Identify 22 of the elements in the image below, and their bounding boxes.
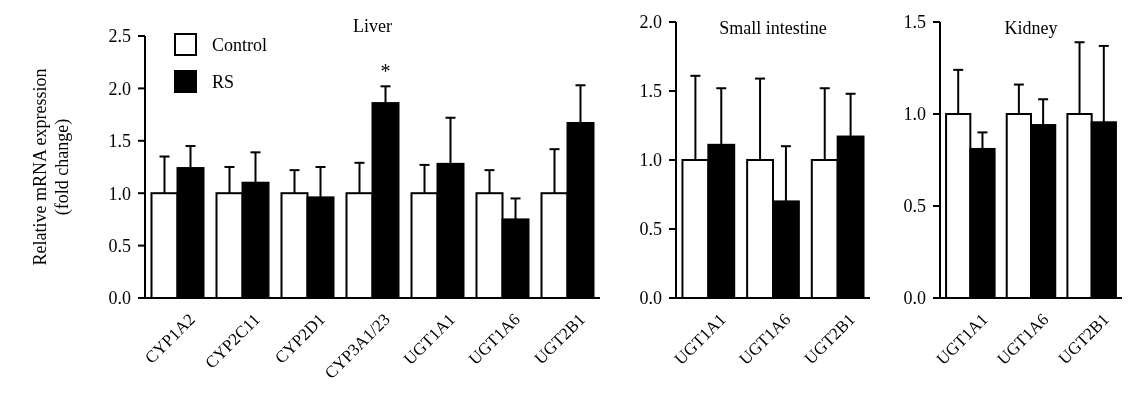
legend-label: RS: [212, 72, 235, 93]
chart-title: Liver: [353, 16, 392, 37]
y-tick-label: 1.0: [903, 104, 926, 125]
y-tick-label: 1.0: [108, 183, 131, 204]
y-tick-label: 0.0: [903, 288, 926, 309]
legend-label: Control: [212, 35, 268, 56]
y-tick-label: 0.5: [639, 219, 662, 240]
y-tick-label: 2.0: [639, 12, 662, 33]
y-tick-label: 2.5: [108, 26, 131, 47]
annotation: *: [380, 60, 391, 83]
y-tick-label: 0.0: [108, 288, 131, 309]
y-tick-label: 1.5: [639, 81, 662, 102]
y-tick-label: 1.5: [903, 12, 926, 33]
y-tick-label: 2.0: [108, 78, 131, 99]
y-tick-label: 0.0: [639, 288, 662, 309]
y-tick-label: 0.5: [903, 196, 926, 217]
y-tick-label: 1.5: [108, 131, 131, 152]
chart-title: Kidney: [1004, 18, 1058, 39]
y-tick-label: 0.5: [108, 235, 131, 256]
chart-title: Small intestine: [719, 18, 827, 39]
y-tick-label: 1.0: [639, 150, 662, 171]
y-axis-title: Relative mRNA expression (fold change): [30, 68, 73, 266]
